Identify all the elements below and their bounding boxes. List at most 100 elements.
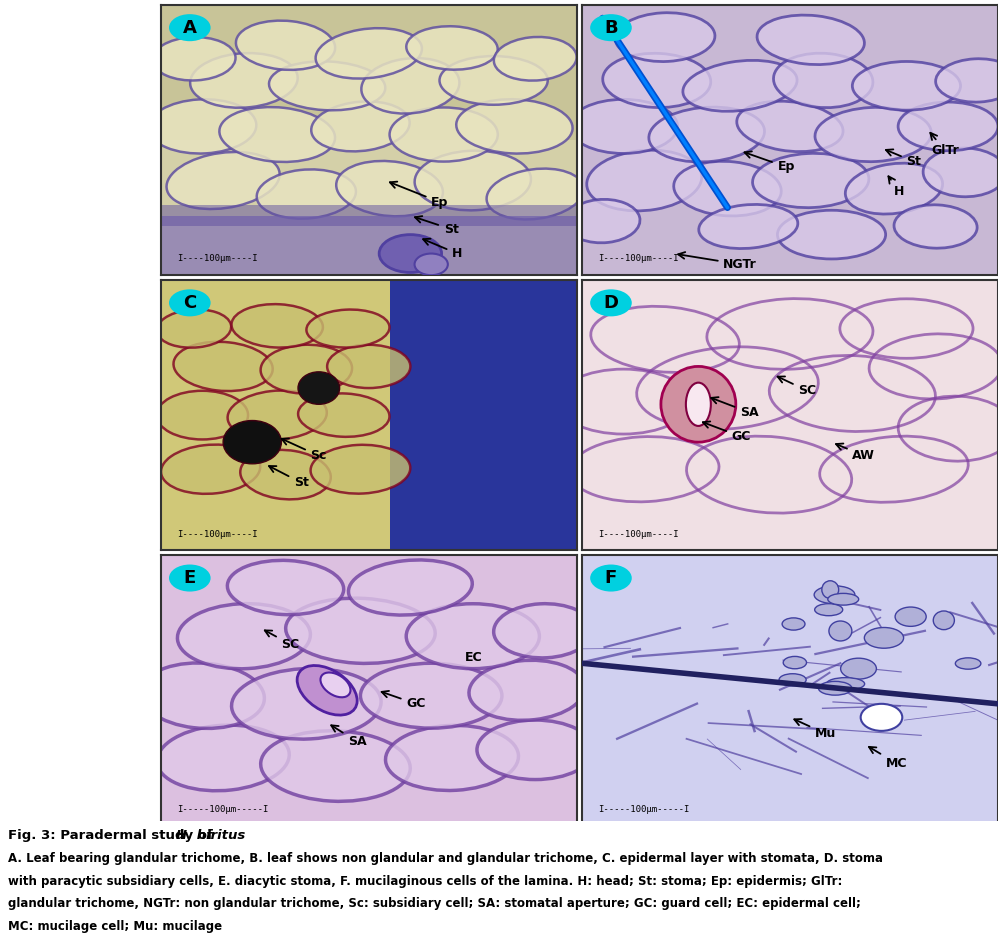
Bar xyxy=(161,5,577,139)
Ellipse shape xyxy=(306,310,389,347)
Text: St: St xyxy=(415,216,458,236)
Text: I----100μm----I: I----100μm----I xyxy=(599,255,679,263)
Ellipse shape xyxy=(311,101,409,152)
Ellipse shape xyxy=(236,21,335,70)
Ellipse shape xyxy=(361,58,459,113)
Text: with paracytic subsidiary cells, E. diacytic stoma, F. mucilaginous cells of the: with paracytic subsidiary cells, E. diac… xyxy=(8,874,842,887)
Bar xyxy=(389,280,577,550)
Ellipse shape xyxy=(603,53,711,108)
Ellipse shape xyxy=(821,580,838,598)
Ellipse shape xyxy=(840,658,876,680)
Ellipse shape xyxy=(285,598,435,664)
Ellipse shape xyxy=(310,445,410,493)
Ellipse shape xyxy=(894,205,977,248)
Ellipse shape xyxy=(414,254,448,275)
Ellipse shape xyxy=(587,150,702,211)
Ellipse shape xyxy=(220,107,335,162)
Ellipse shape xyxy=(389,108,498,162)
Ellipse shape xyxy=(852,62,960,110)
Ellipse shape xyxy=(469,660,585,721)
Text: MC: mucilage cell; Mu: mucilage: MC: mucilage cell; Mu: mucilage xyxy=(8,920,223,933)
Text: A. Leaf bearing glandular trichome, B. leaf shows non glandular and glandular tr: A. Leaf bearing glandular trichome, B. l… xyxy=(8,852,883,865)
Ellipse shape xyxy=(936,59,998,102)
Text: Fig. 3: Paradermal study of: Fig. 3: Paradermal study of xyxy=(8,829,218,841)
Ellipse shape xyxy=(683,60,797,111)
Bar xyxy=(161,280,389,550)
Text: H. hiritus: H. hiritus xyxy=(176,829,245,841)
Ellipse shape xyxy=(157,310,232,347)
Ellipse shape xyxy=(406,604,539,668)
Ellipse shape xyxy=(590,564,632,592)
Text: MC: MC xyxy=(869,747,907,769)
Text: SA: SA xyxy=(712,397,758,419)
Ellipse shape xyxy=(174,342,272,391)
Text: EC: EC xyxy=(464,651,482,665)
Text: I----100μm----I: I----100μm----I xyxy=(178,530,257,538)
Ellipse shape xyxy=(661,366,736,442)
Ellipse shape xyxy=(157,390,249,440)
Ellipse shape xyxy=(169,289,211,316)
Ellipse shape xyxy=(379,235,441,272)
Text: F: F xyxy=(605,569,617,587)
Ellipse shape xyxy=(895,607,926,626)
Ellipse shape xyxy=(955,658,981,669)
Ellipse shape xyxy=(777,211,885,259)
Ellipse shape xyxy=(494,37,577,80)
Ellipse shape xyxy=(327,344,410,388)
Text: Sc: Sc xyxy=(281,438,327,462)
Ellipse shape xyxy=(814,604,842,616)
Ellipse shape xyxy=(191,53,297,108)
Ellipse shape xyxy=(752,154,869,208)
Ellipse shape xyxy=(269,62,385,110)
Ellipse shape xyxy=(298,372,339,404)
Ellipse shape xyxy=(260,731,410,801)
Bar xyxy=(161,139,577,275)
Ellipse shape xyxy=(385,725,519,791)
Ellipse shape xyxy=(674,161,781,216)
Ellipse shape xyxy=(336,161,443,216)
Text: I-----100μm-----I: I-----100μm-----I xyxy=(178,805,268,813)
Ellipse shape xyxy=(414,151,531,211)
Text: H: H xyxy=(423,239,462,260)
Ellipse shape xyxy=(827,593,858,605)
Text: SC: SC xyxy=(777,376,816,397)
Ellipse shape xyxy=(699,204,797,249)
Ellipse shape xyxy=(773,53,873,108)
Ellipse shape xyxy=(933,611,954,630)
Text: SC: SC xyxy=(264,630,299,651)
Ellipse shape xyxy=(815,108,931,162)
Ellipse shape xyxy=(845,163,942,214)
Ellipse shape xyxy=(315,28,422,79)
Bar xyxy=(161,205,577,227)
Ellipse shape xyxy=(615,13,715,62)
Ellipse shape xyxy=(169,14,211,41)
Ellipse shape xyxy=(783,656,806,669)
Text: E: E xyxy=(184,569,196,587)
Ellipse shape xyxy=(737,101,843,152)
Ellipse shape xyxy=(782,618,805,630)
Text: I-----100μm-----I: I-----100μm-----I xyxy=(599,805,690,813)
Ellipse shape xyxy=(157,725,289,791)
Text: glandular trichome, NGTr: non glandular trichome, Sc: subsidiary cell; SA: stoma: glandular trichome, NGTr: non glandular … xyxy=(8,898,861,911)
Ellipse shape xyxy=(348,560,472,615)
Ellipse shape xyxy=(590,14,632,41)
Ellipse shape xyxy=(320,672,350,697)
Text: A: A xyxy=(183,19,197,37)
Circle shape xyxy=(860,704,902,731)
Text: SA: SA xyxy=(331,725,366,748)
Ellipse shape xyxy=(569,99,678,154)
Text: Mu: Mu xyxy=(794,719,836,740)
Text: St: St xyxy=(886,150,921,168)
Text: H: H xyxy=(888,176,904,197)
Ellipse shape xyxy=(260,344,352,393)
Ellipse shape xyxy=(826,678,864,690)
Text: D: D xyxy=(604,294,619,312)
Ellipse shape xyxy=(228,390,326,440)
Ellipse shape xyxy=(153,37,236,80)
Ellipse shape xyxy=(298,393,389,437)
Ellipse shape xyxy=(565,199,640,242)
Text: NGTr: NGTr xyxy=(678,252,757,271)
Ellipse shape xyxy=(818,681,852,695)
Text: GC: GC xyxy=(703,421,751,444)
Ellipse shape xyxy=(590,289,632,316)
